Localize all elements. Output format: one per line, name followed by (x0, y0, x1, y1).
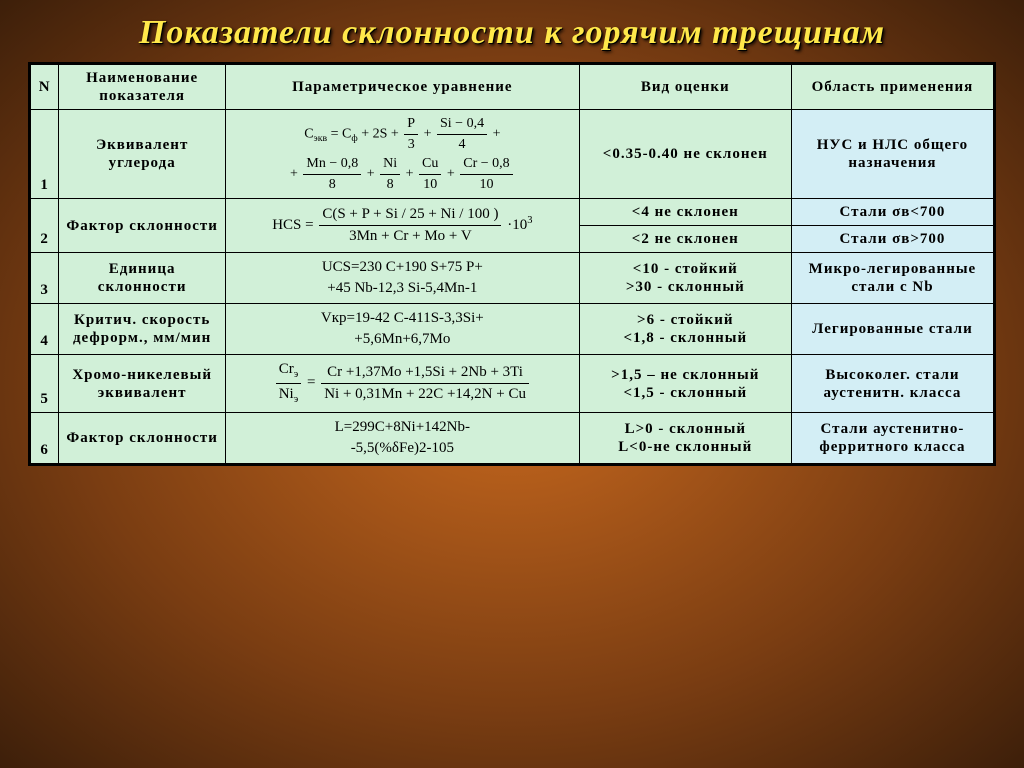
table-row: 3Единица склонностиUCS=230 C+190 S+75 P+… (31, 253, 994, 304)
cell-n: 6 (31, 412, 59, 463)
cell-area: НУС и НЛС общего назначения (791, 110, 993, 199)
cell-n: 3 (31, 253, 59, 304)
cell-name: Хромо-никелевый эквивалент (59, 355, 226, 412)
cell-area: Стали σв>700 (791, 226, 993, 253)
col-eqn: Параметрическое уравнение (226, 65, 580, 110)
cell-equation: Vкр=19-42 C-411S-3,3Si++5,6Mn+6,7Mo (226, 304, 580, 355)
cell-n: 2 (31, 199, 59, 253)
cell-eval: <0.35-0.40 не склонен (579, 110, 791, 199)
indicators-table: N Наименование показателя Параметрическо… (30, 64, 994, 464)
cell-equation: CrэNiэ = Cr +1,37Mo +1,5Si + 2Nb + 3TiNi… (226, 355, 580, 412)
table-container: N Наименование показателя Параметрическо… (28, 62, 996, 466)
cell-n: 4 (31, 304, 59, 355)
cell-eval: >6 - стойкий<1,8 - склонный (579, 304, 791, 355)
col-eval: Вид оценки (579, 65, 791, 110)
cell-n: 5 (31, 355, 59, 412)
cell-equation: UCS=230 C+190 S+75 P++45 Nb-12,3 Si-5,4M… (226, 253, 580, 304)
col-name: Наименование показателя (59, 65, 226, 110)
cell-eval: <4 не склонен (579, 199, 791, 226)
table-row: 4Критич. скорость дефрорм., мм/минVкр=19… (31, 304, 994, 355)
table-row: 5Хромо-никелевый эквивалентCrэNiэ = Cr +… (31, 355, 994, 412)
cell-equation: HCS = C(S + P + Si / 25 + Ni / 100 )3Mn … (226, 199, 580, 253)
table-row: 2Фактор склонностиHCS = C(S + P + Si / 2… (31, 199, 994, 226)
table-row: 6Фактор склонностиL=299C+8Ni+142Nb--5,5(… (31, 412, 994, 463)
cell-n: 1 (31, 110, 59, 199)
page-title: Показатели склонности к горячим трещинам (0, 0, 1024, 62)
col-n: N (31, 65, 59, 110)
cell-area: Микро-легированные стали с Nb (791, 253, 993, 304)
cell-area: Стали аустенитно-ферритного класса (791, 412, 993, 463)
cell-eval: L>0 - склонныйL<0-не склонный (579, 412, 791, 463)
cell-name: Фактор склонности (59, 412, 226, 463)
cell-name: Эквивалент углерода (59, 110, 226, 199)
cell-area: Легированные стали (791, 304, 993, 355)
cell-name: Фактор склонности (59, 199, 226, 253)
cell-eval: <10 - стойкий>30 - склонный (579, 253, 791, 304)
cell-area: Высоколег. стали аустенитн. класса (791, 355, 993, 412)
table-row: 1Эквивалент углеродаCэкв = Cф + 2S + P3 … (31, 110, 994, 199)
header-row: N Наименование показателя Параметрическо… (31, 65, 994, 110)
cell-name: Единица склонности (59, 253, 226, 304)
cell-eval: >1,5 – не склонный<1,5 - склонный (579, 355, 791, 412)
col-area: Область применения (791, 65, 993, 110)
cell-equation: L=299C+8Ni+142Nb--5,5(%δFe)2-105 (226, 412, 580, 463)
cell-equation: Cэкв = Cф + 2S + P3 + Si − 0,44 ++ Mn − … (226, 110, 580, 199)
cell-eval: <2 не склонен (579, 226, 791, 253)
cell-area: Стали σв<700 (791, 199, 993, 226)
cell-name: Критич. скорость дефрорм., мм/мин (59, 304, 226, 355)
